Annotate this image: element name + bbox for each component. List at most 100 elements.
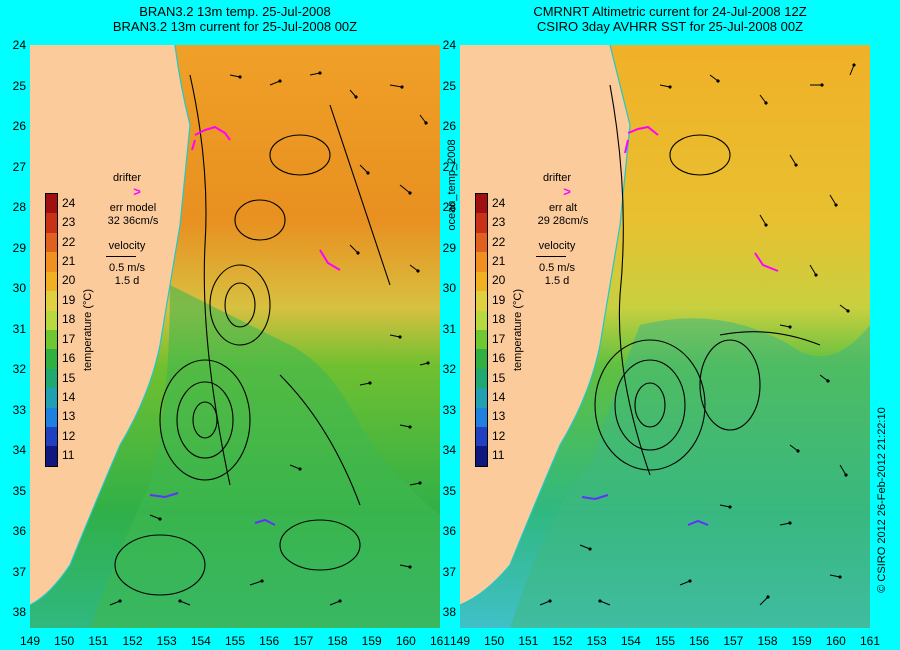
colorbar-tick-label: 15 [62,370,76,385]
right-colorbar-label: temperature (°C) [512,288,524,372]
x-tick-label: 156 [689,634,710,648]
y-tick-label: 24 [12,38,26,52]
colorbar-swatch [476,349,487,369]
left-colorbar [45,193,58,467]
colorbar-swatch [46,213,57,233]
y-tick-label: 33 [12,402,26,417]
colorbar-tick-label: 21 [62,254,76,268]
coast-line [460,45,631,606]
colorbar-swatch [476,388,487,408]
x-tick-label: 158 [327,634,348,648]
colorbar-swatch [46,310,57,330]
y-tick-label: 31 [12,321,26,336]
colorbar-tick-label: 12 [492,428,506,443]
y-tick-label: 37 [442,564,456,579]
right-velocity-label: velocity [538,240,576,252]
left-err-value: 32 36cm/s [107,215,159,227]
colorbar-swatch [476,232,487,253]
colorbar-swatch [46,427,57,447]
colorbar-swatch [46,232,57,253]
y-tick-label: 34 [12,443,26,457]
colorbar-tick-label: 22 [492,234,506,249]
colorbar-tick-label: 15 [492,370,506,385]
colorbar-tick-label: 21 [492,254,506,268]
left-drifter-symbol: > [133,184,141,199]
colorbar-swatch [46,349,57,369]
y-tick-label: 31 [442,321,456,336]
colorbar-swatch [46,291,57,311]
x-tick-label: 154 [190,634,211,648]
x-tick-label: 154 [620,634,641,648]
x-tick-label: 161 [429,634,451,648]
colorbar-swatch [476,310,487,330]
y-tick-label: 29 [442,240,456,255]
x-tick-label: 149 [449,634,471,648]
colorbar-tick-label: 24 [492,195,506,210]
right-map-svg [460,45,870,628]
drifter-tracks-blue [149,492,276,526]
current-streamlines [114,74,391,596]
y-tick-label: 35 [12,483,26,498]
land-mass [460,45,630,605]
coast-line [30,45,191,606]
right-colorbar [475,193,488,467]
drifter-track [624,139,629,154]
colorbar-swatch [476,271,487,292]
colorbar-tick-label: 20 [62,273,76,288]
right-velocity-value: 0.5 m/s [538,262,576,274]
y-tick-label: 29 [12,240,26,255]
right-title: CMRNRT Altimetric current for 24-Jul-200… [470,4,870,34]
colorbar-swatch [46,388,57,408]
left-velocity-value: 0.5 m/s [108,262,146,274]
colorbar-tick-label: 13 [492,409,506,424]
center-label: ocean_temp_2008 [446,139,458,231]
y-tick-label: 26 [442,119,456,133]
left-velocity-label: velocity [108,240,146,252]
left-err-label: err model [109,202,157,214]
right-drifter-symbol: > [563,184,571,199]
colorbar-tick-label: 23 [62,215,76,230]
right-velocity-arrow [536,256,566,257]
y-tick-label: 35 [442,483,456,498]
x-tick-label: 157 [293,634,314,648]
y-tick-label: 26 [12,119,26,133]
x-tick-label: 158 [757,634,778,648]
colorbar-swatch [476,291,487,311]
drifter-track [581,494,609,501]
colorbar-swatch [46,368,57,389]
left-colorbar-label: temperature (°C) [82,288,94,372]
colorbar-swatch [476,407,487,428]
y-tick-label: 24 [442,38,456,52]
right-title-line1: CMRNRT Altimetric current for 24-Jul-200… [533,4,807,19]
credit-label: © CSIRO 2012 26-Feb-2012 21:22:10 [876,407,888,593]
x-tick-label: 149 [19,634,41,648]
colorbar-tick-label: 13 [62,409,76,424]
colorbar-swatch [46,407,57,428]
colorbar-swatch [476,368,487,389]
x-tick-label: 153 [156,634,177,648]
right-map-panel [460,45,870,628]
right-err-label: err alt [548,202,578,214]
y-tick-label: 36 [442,524,456,538]
colorbar-swatch [476,446,487,466]
y-tick-label: 34 [442,443,456,457]
colorbar-swatch [46,271,57,292]
y-tick-label: 30 [12,281,26,295]
y-tick-label: 36 [12,524,26,538]
colorbar-tick-label: 24 [62,195,76,210]
colorbar-swatch [476,427,487,447]
x-tick-label: 160 [825,634,846,648]
drifter-track [627,125,659,136]
colorbar-tick-label: 14 [492,390,506,404]
colorbar-tick-label: 12 [62,428,76,443]
colorbar-swatch [46,194,57,214]
x-tick-label: 157 [723,634,744,648]
y-tick-label: 37 [12,564,26,579]
y-tick-label: 27 [12,159,26,174]
drifter-tracks [624,125,779,272]
x-tick-label: 153 [586,634,607,648]
colorbar-tick-label: 19 [492,292,506,307]
colorbar-tick-label: 17 [492,331,506,346]
drifter-track [194,125,231,141]
x-tick-label: 156 [259,634,280,648]
